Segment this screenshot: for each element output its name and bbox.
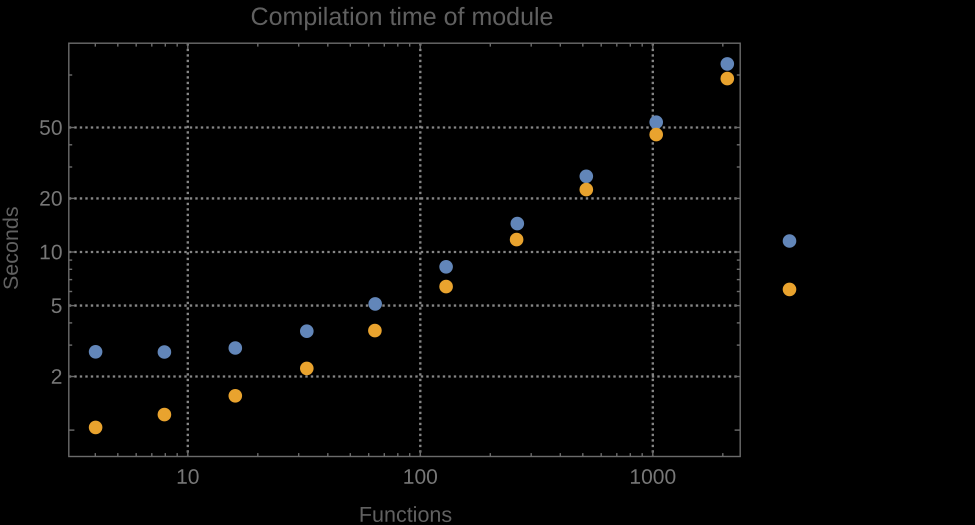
svg-text:100: 100 xyxy=(403,466,438,489)
svg-text:50: 50 xyxy=(39,117,62,140)
svg-text:Seconds: Seconds xyxy=(0,206,23,290)
svg-text:Compilation time of module: Compilation time of module xyxy=(251,3,554,31)
svg-text:10: 10 xyxy=(39,241,62,264)
svg-text:20: 20 xyxy=(39,188,62,211)
svg-text:5: 5 xyxy=(51,295,63,318)
svg-text:2: 2 xyxy=(51,366,63,389)
svg-text:1000: 1000 xyxy=(629,466,676,489)
svg-text:Functions: Functions xyxy=(359,503,452,525)
svg-text:10: 10 xyxy=(176,466,199,489)
